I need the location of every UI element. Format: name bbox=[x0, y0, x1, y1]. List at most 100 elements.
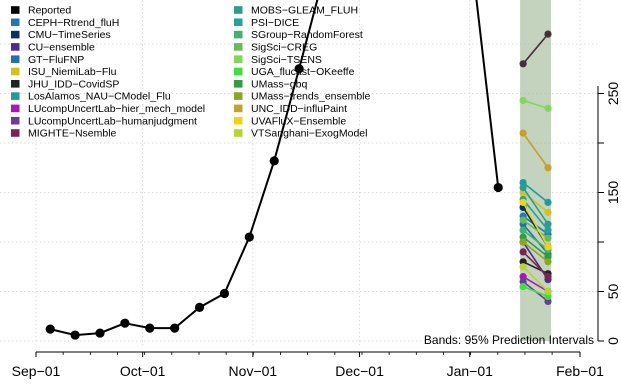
forecast-17-line bbox=[522, 241, 549, 263]
forecast-9-point bbox=[544, 273, 552, 281]
forecast-10-point bbox=[519, 183, 527, 192]
forecast-4-line bbox=[522, 191, 549, 213]
legend-item: UNC_IDD−influPaint bbox=[234, 103, 347, 115]
legend-swatch bbox=[11, 116, 20, 125]
forecast-9-point bbox=[519, 248, 527, 256]
forecast-21-point bbox=[544, 30, 552, 38]
forecast-14-point bbox=[544, 104, 552, 112]
legend-item: LosAlamos_NAU−CModel_Flu bbox=[11, 91, 171, 103]
forecast-15-point bbox=[544, 292, 552, 301]
legend-label: SGroup−RandomForest bbox=[251, 29, 363, 41]
forecast-6-point bbox=[544, 198, 552, 206]
legend-item: MOBS−GLEAM_FLUH bbox=[234, 5, 358, 17]
legend-label: LUcompUncertLab−hier_mech_model bbox=[28, 103, 205, 115]
legend-label: SigSci−CREG bbox=[251, 42, 317, 54]
forecast-12-point bbox=[519, 226, 527, 234]
forecast-lines-layer bbox=[519, 30, 552, 305]
legend-item: UMass−trends_ensemble bbox=[234, 91, 371, 103]
forecast-5-point bbox=[519, 258, 527, 266]
legend-item: CMU−TimeSeries bbox=[11, 29, 111, 41]
forecast-19-point bbox=[544, 243, 552, 251]
legend-swatch bbox=[11, 43, 20, 51]
x-axis-ticks: Sep−01 Oct−01 Nov−01 Dec−01 Jan−01 Feb−01 bbox=[12, 352, 604, 379]
legend-swatch bbox=[234, 18, 243, 27]
reported-point bbox=[95, 328, 105, 338]
forecast-10-line bbox=[522, 187, 549, 225]
reported-point bbox=[294, 64, 304, 74]
legend-swatch bbox=[234, 6, 243, 14]
legend-item: VTSanghani−ExogModel bbox=[234, 128, 367, 140]
forecast-13-point bbox=[519, 216, 527, 224]
forecast-14-point bbox=[519, 96, 527, 105]
reported-point bbox=[244, 232, 254, 242]
legend-label: GT−FluFNP bbox=[28, 54, 84, 66]
legend-label: UNC_IDD−influPaint bbox=[251, 103, 347, 115]
legend-swatch bbox=[11, 67, 20, 76]
legend-label: UVAFluX−Ensemble bbox=[251, 115, 346, 127]
legend-item: CEPH−Rtrend_fluH bbox=[11, 17, 119, 29]
forecast-20-point bbox=[519, 263, 527, 271]
reported-point bbox=[70, 330, 80, 340]
reported-point bbox=[45, 324, 55, 334]
legend-swatch bbox=[11, 92, 20, 100]
band-annotation: Bands: 95% Prediction Intervals bbox=[424, 333, 594, 347]
legend-swatch bbox=[11, 55, 20, 63]
legend-item: UGA_flucast−OKeeffe bbox=[234, 66, 355, 78]
legend-label: CEPH−Rtrend_fluH bbox=[28, 17, 119, 29]
reported-point bbox=[145, 323, 155, 333]
forecast-18-point bbox=[544, 164, 552, 172]
x-tick-label: Jan−01 bbox=[447, 363, 494, 379]
reported-point bbox=[120, 318, 130, 328]
forecast-16-line bbox=[522, 236, 549, 258]
reported-point bbox=[219, 288, 230, 299]
legend-swatch bbox=[11, 104, 20, 113]
y-axis-ticks: 0 50 150 250 bbox=[598, 82, 621, 345]
forecast-14-line bbox=[522, 99, 549, 110]
y-tick-label: 50 bbox=[605, 284, 621, 300]
legend-item: UMass−gbq bbox=[234, 78, 307, 90]
x-tick-label: Feb−01 bbox=[556, 363, 604, 379]
forecast-16-point bbox=[544, 253, 552, 261]
x-tick-label: Nov−01 bbox=[229, 363, 278, 379]
legend-label: UMass−gbq bbox=[251, 78, 307, 90]
legend-item: Reported bbox=[11, 5, 71, 17]
x-tick-label: Oct−01 bbox=[120, 363, 166, 379]
forecast-9-line bbox=[522, 251, 549, 278]
forecast-10-point bbox=[544, 220, 552, 228]
forecast-13-line bbox=[522, 219, 549, 239]
legend-item: ISU_NiemiLab−Flu bbox=[11, 66, 117, 78]
legend-label: ISU_NiemiLab−Flu bbox=[28, 66, 117, 78]
legend-label: CMU−TimeSeries bbox=[28, 29, 111, 41]
legend-label: JHU_IDD−CovidSP bbox=[28, 78, 119, 90]
legend-label: CU−ensemble bbox=[28, 42, 95, 54]
reported-point bbox=[170, 323, 180, 333]
legend-swatch bbox=[11, 30, 20, 39]
forecast-8-point bbox=[519, 278, 527, 286]
forecast-18-point bbox=[519, 129, 527, 137]
legend-item: JHU_IDD−CovidSP bbox=[11, 78, 119, 90]
legend-item: LUcompUncertLab−humanjudgment bbox=[11, 115, 197, 127]
legend-item: SigSci−CREG bbox=[234, 42, 317, 54]
y-tick-label: 250 bbox=[605, 82, 621, 106]
forecast-19-line bbox=[522, 202, 549, 248]
legend-label: VTSanghani−ExogModel bbox=[251, 128, 367, 140]
legend-swatch bbox=[11, 6, 20, 14]
legend-label: UGA_flucast−OKeeffe bbox=[251, 66, 355, 78]
forecast-6-point bbox=[519, 179, 527, 187]
legend-swatch bbox=[234, 116, 243, 125]
legend-item: UVAFluX−Ensemble bbox=[234, 115, 346, 127]
forecast-20-point bbox=[544, 287, 552, 296]
forecast-15-line bbox=[522, 285, 549, 298]
forecast-17-point bbox=[544, 258, 552, 266]
forecast-20-line bbox=[522, 266, 549, 293]
x-tick-label: Dec−01 bbox=[335, 363, 384, 379]
legend-label: PSI−DICE bbox=[251, 17, 299, 29]
legend-item: PSI−DICE bbox=[234, 17, 299, 29]
legend-swatch bbox=[11, 129, 20, 137]
forecast-21-line bbox=[522, 33, 549, 65]
legend-item: SGroup−RandomForest bbox=[234, 29, 363, 41]
forecast-16-point bbox=[519, 233, 527, 241]
legend-item: LUcompUncertLab−hier_mech_model bbox=[11, 103, 205, 115]
legend-item: SigSci−TSENS bbox=[234, 54, 322, 66]
